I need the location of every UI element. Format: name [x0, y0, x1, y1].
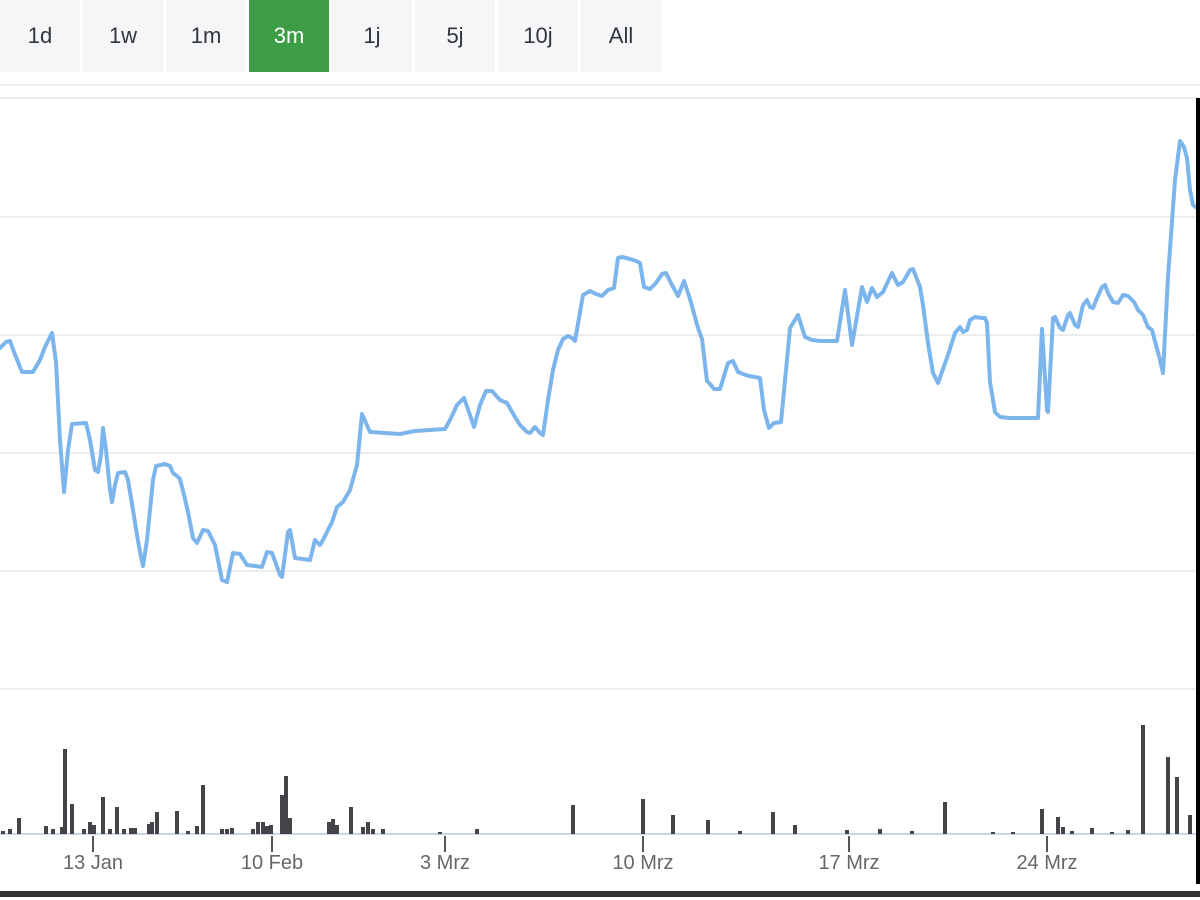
- bottom-bar: [0, 891, 1200, 897]
- x-tick-label: 17 Mrz: [818, 852, 880, 874]
- x-tick-label: 13 Jan: [62, 852, 124, 874]
- range-button-1w[interactable]: 1w: [83, 0, 163, 72]
- right-scrollbar: [1196, 98, 1200, 884]
- price-line: [0, 139, 1200, 584]
- range-button-3m[interactable]: 3m: [249, 0, 329, 72]
- x-axis: [0, 833, 1200, 852]
- volume-bars: [1, 725, 1200, 834]
- range-button-1j[interactable]: 1j: [332, 0, 412, 72]
- range-button-all[interactable]: All: [581, 0, 661, 72]
- range-button-5j[interactable]: 5j: [415, 0, 495, 72]
- x-tick-label: 10 Mrz: [612, 852, 674, 874]
- range-selector-toolbar: 1d 1w 1m 3m 1j 5j 10j All: [0, 0, 661, 72]
- range-button-10j[interactable]: 10j: [498, 0, 578, 72]
- x-tick-label: 10 Feb: [240, 852, 304, 874]
- gridlines: [0, 84, 1200, 690]
- x-tick-label: 3 Mrz: [420, 852, 470, 874]
- range-button-1m[interactable]: 1m: [166, 0, 246, 72]
- range-button-1d[interactable]: 1d: [0, 0, 80, 72]
- x-tick-label: 24 Mrz: [1016, 852, 1078, 874]
